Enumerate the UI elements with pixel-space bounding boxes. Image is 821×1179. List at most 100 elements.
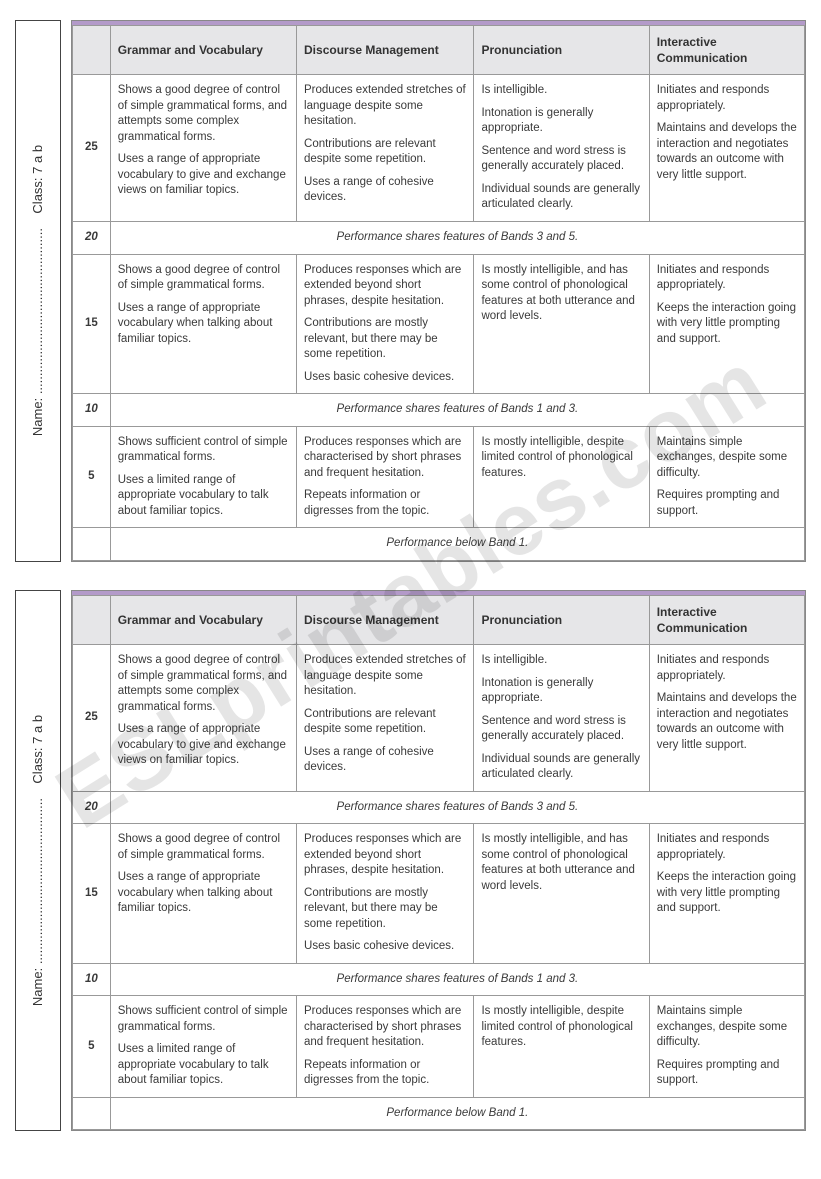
side-label-box: Name: ..................................…: [15, 20, 61, 562]
score-cell: 20: [73, 791, 111, 824]
rubric-text: Is mostly intelligible, and has some con…: [481, 832, 641, 894]
rubric-text: Individual sounds are generally articula…: [481, 182, 641, 213]
score-label: 15: [85, 885, 98, 901]
share-text: Performance below Band 1.: [110, 1097, 804, 1130]
rubric-text: Produces responses which are characteris…: [304, 435, 466, 482]
rubric-text: Keeps the interaction going with very li…: [657, 870, 797, 917]
name-field: Name: ..................................…: [31, 228, 46, 436]
rubric-text: Initiates and responds appropriately.: [657, 832, 797, 863]
cell-gv: Shows a good degree of control of simple…: [110, 645, 296, 792]
rubric-text: Produces responses which are extended be…: [304, 832, 466, 879]
column-header-gv: Grammar and Vocabulary: [110, 26, 296, 75]
rubric-copy: Name: ..................................…: [15, 20, 806, 562]
rubric-box: Grammar and VocabularyDiscourse Manageme…: [71, 20, 806, 562]
rubric-text: Repeats information or digresses from th…: [304, 488, 466, 519]
side-label-text: Name: ..................................…: [31, 145, 46, 436]
rubric-text: Uses a range of appropriate vocabulary t…: [118, 152, 289, 199]
cell-dm: Produces responses which are characteris…: [297, 996, 474, 1098]
rubric-text: Uses a limited range of appropriate voca…: [118, 473, 289, 520]
rubric-text: Requires prompting and support.: [657, 488, 797, 519]
cell-ic: Maintains simple exchanges, despite some…: [649, 996, 804, 1098]
share-text: Performance shares features of Bands 3 a…: [110, 221, 804, 254]
column-header-gv: Grammar and Vocabulary: [110, 595, 296, 644]
score-label: 5: [88, 468, 94, 484]
score-cell: 25: [73, 75, 111, 222]
score-label: 25: [85, 139, 98, 155]
score-label: 20: [85, 799, 98, 815]
column-header-pr: Pronunciation: [474, 26, 649, 75]
cell-dm: Produces extended stretches of language …: [297, 75, 474, 222]
cell-gv: Shows a good degree of control of simple…: [110, 824, 296, 964]
share-text: Performance shares features of Bands 3 a…: [110, 791, 804, 824]
column-header-dm: Discourse Management: [297, 26, 474, 75]
score-cell: 20: [73, 221, 111, 254]
rubric-text: Uses a range of appropriate vocabulary w…: [118, 301, 289, 348]
rubric-text: Individual sounds are generally articula…: [481, 752, 641, 783]
score-cell: 10: [73, 394, 111, 427]
rubric-text: Is mostly intelligible, despite limited …: [481, 435, 641, 482]
rubric-text: Is intelligible.: [481, 653, 641, 669]
share-text: Performance shares features of Bands 1 a…: [110, 963, 804, 996]
cell-pr: Is intelligible. Intonation is generally …: [474, 75, 649, 222]
rubric-text: Repeats information or digresses from th…: [304, 1058, 466, 1089]
name-field: Name: ..................................…: [31, 798, 46, 1006]
column-header-pr: Pronunciation: [474, 595, 649, 644]
score-cell: 5: [73, 426, 111, 528]
rubric-text: Contributions are mostly relevant, but t…: [304, 886, 466, 933]
score-header: [73, 26, 111, 75]
rubric-text: Shows sufficient control of simple gramm…: [118, 435, 289, 466]
rubric-text: Maintains simple exchanges, despite some…: [657, 435, 797, 482]
column-header-ic: Interactive Communication: [649, 595, 804, 644]
share-text: Performance below Band 1.: [110, 528, 804, 561]
rubric-text: Shows a good degree of control of simple…: [118, 653, 289, 715]
rubric-text: Intonation is generally appropriate.: [481, 106, 641, 137]
rubric-text: Contributions are mostly relevant, but t…: [304, 316, 466, 363]
score-label: 10: [85, 971, 98, 987]
column-header-dm: Discourse Management: [297, 595, 474, 644]
cell-pr: Is mostly intelligible, and has some con…: [474, 254, 649, 394]
rubric-text: Shows a good degree of control of simple…: [118, 832, 289, 863]
rubric-table: Grammar and VocabularyDiscourse Manageme…: [72, 595, 805, 1131]
cell-gv: Shows a good degree of control of simple…: [110, 254, 296, 394]
rubric-text: Is mostly intelligible, despite limited …: [481, 1004, 641, 1051]
rubric-text: Uses basic cohesive devices.: [304, 370, 466, 386]
score-cell: [73, 528, 111, 561]
class-field: Class: 7 a b: [31, 145, 46, 214]
cell-pr: Is mostly intelligible, despite limited …: [474, 996, 649, 1098]
rubric-text: Maintains simple exchanges, despite some…: [657, 1004, 797, 1051]
rubric-text: Is intelligible.: [481, 83, 641, 99]
rubric-text: Keeps the interaction going with very li…: [657, 301, 797, 348]
cell-dm: Produces responses which are characteris…: [297, 426, 474, 528]
cell-dm: Produces extended stretches of language …: [297, 645, 474, 792]
score-cell: 5: [73, 996, 111, 1098]
rubric-text: Requires prompting and support.: [657, 1058, 797, 1089]
rubric-text: Uses basic cohesive devices.: [304, 939, 466, 955]
cell-ic: Initiates and responds appropriately. Kee…: [649, 824, 804, 964]
score-header: [73, 595, 111, 644]
cell-gv: Shows sufficient control of simple gramm…: [110, 996, 296, 1098]
rubric-text: Uses a range of cohesive devices.: [304, 745, 466, 776]
score-label: 15: [85, 315, 98, 331]
rubric-text: Uses a range of cohesive devices.: [304, 175, 466, 206]
score-label: 10: [85, 401, 98, 417]
score-cell: 25: [73, 645, 111, 792]
rubric-text: Sentence and word stress is generally ac…: [481, 714, 641, 745]
rubric-text: Produces extended stretches of language …: [304, 653, 466, 700]
rubric-copy: Name: ..................................…: [15, 590, 806, 1132]
rubric-text: Produces responses which are extended be…: [304, 263, 466, 310]
rubric-text: Produces responses which are characteris…: [304, 1004, 466, 1051]
rubric-text: Sentence and word stress is generally ac…: [481, 144, 641, 175]
rubric-text: Initiates and responds appropriately.: [657, 653, 797, 684]
rubric-text: Shows a good degree of control of simple…: [118, 263, 289, 294]
rubric-text: Uses a range of appropriate vocabulary t…: [118, 722, 289, 769]
score-cell: 15: [73, 824, 111, 964]
rubric-text: Contributions are relevant despite some …: [304, 137, 466, 168]
cell-pr: Is intelligible.Intonation is generally …: [474, 645, 649, 792]
cell-gv: Shows sufficient control of simple gramm…: [110, 426, 296, 528]
side-label-box: Name: ..................................…: [15, 590, 61, 1132]
rubric-text: Contributions are relevant despite some …: [304, 707, 466, 738]
rubric-text: Shows sufficient control of simple gramm…: [118, 1004, 289, 1035]
rubric-table: Grammar and VocabularyDiscourse Manageme…: [72, 25, 805, 561]
column-header-ic: Interactive Communication: [649, 26, 804, 75]
rubric-text: Maintains and develops the interaction a…: [657, 121, 797, 183]
